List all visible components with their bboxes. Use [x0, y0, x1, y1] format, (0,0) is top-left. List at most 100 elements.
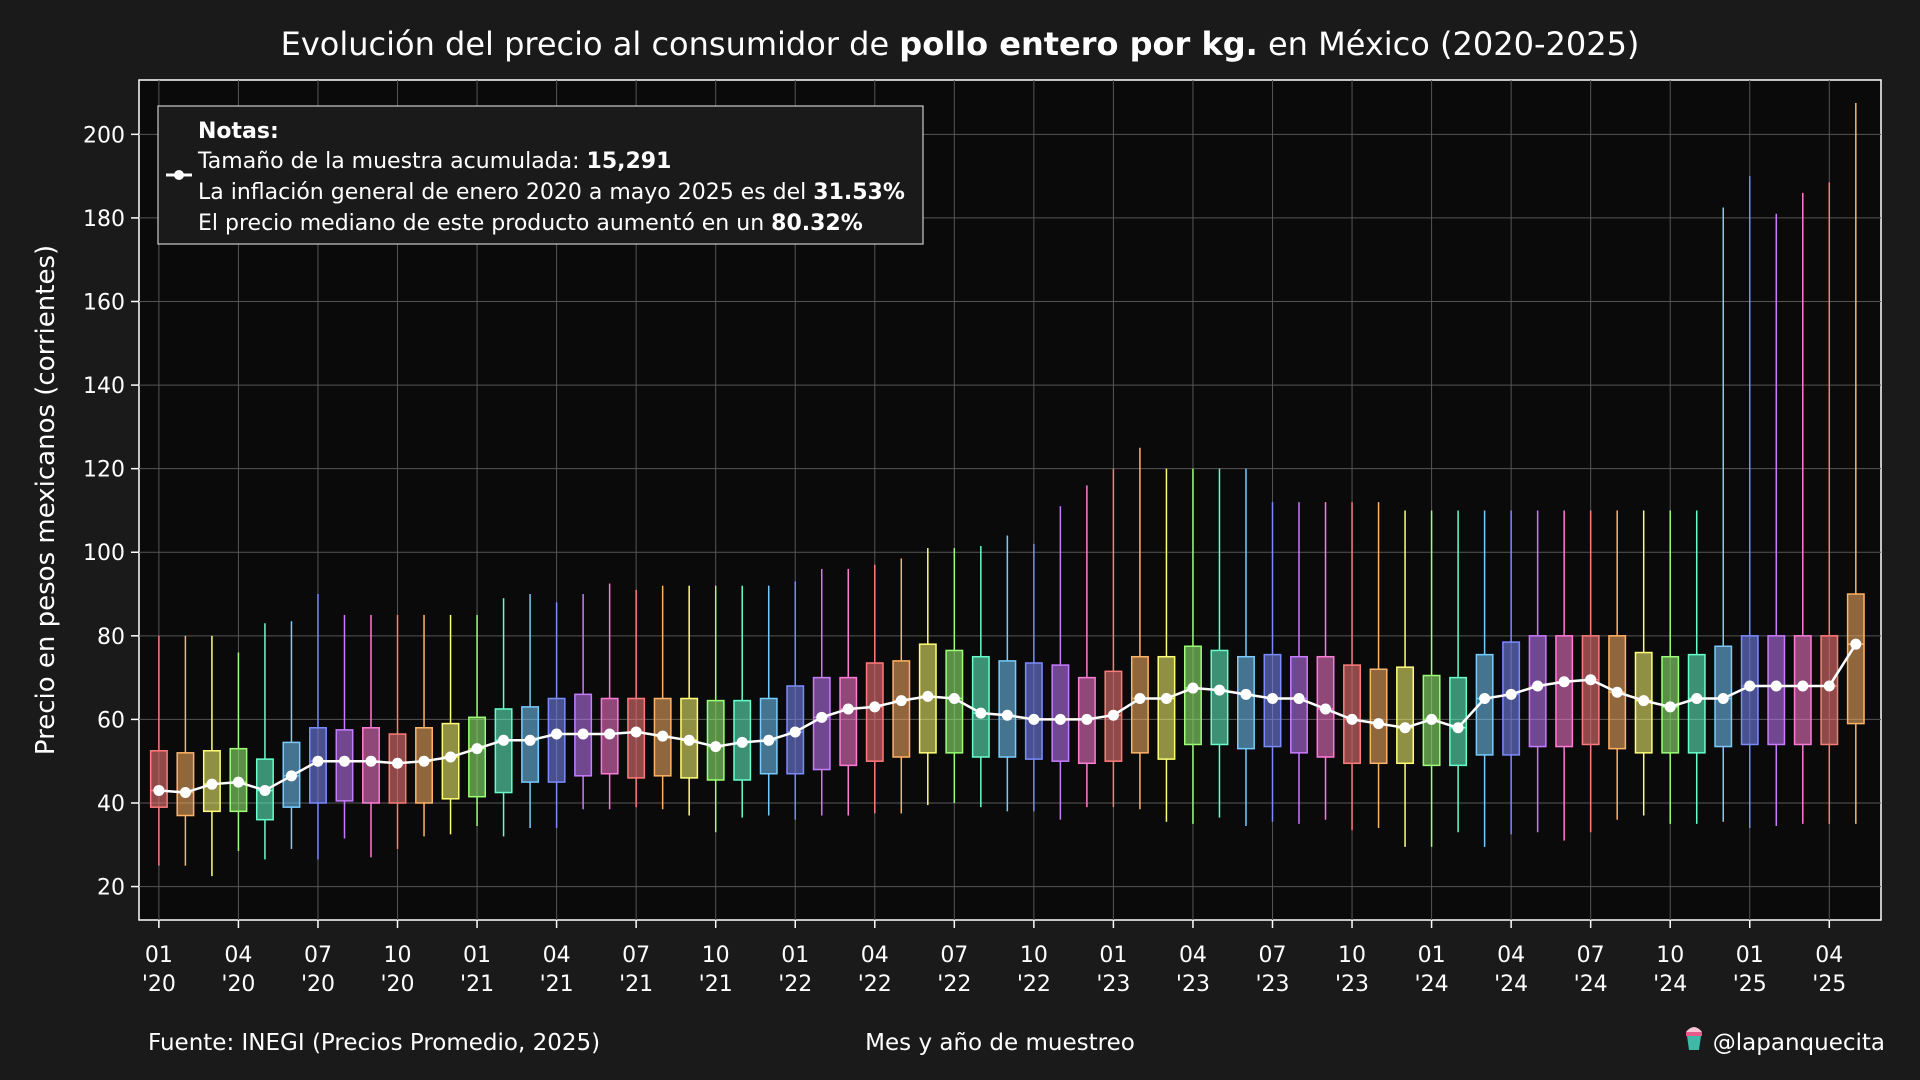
x-tick-label-month: 01 [1099, 943, 1127, 968]
x-tick-label-month: 01 [463, 943, 491, 968]
median-point [842, 703, 854, 715]
median-point [1054, 713, 1066, 725]
median-point [1664, 701, 1676, 713]
median-point [285, 770, 297, 782]
box-iqr [812, 676, 831, 771]
x-tick-label-month: 07 [1577, 943, 1605, 968]
y-tick-label: 20 [97, 876, 125, 901]
box-plot [1422, 510, 1441, 847]
median-point [551, 728, 563, 740]
median-point [1320, 703, 1332, 715]
x-tick-label-month: 10 [1338, 943, 1366, 968]
x-tick-label-year: '23 [1096, 972, 1130, 997]
legend-line-inflation: La inflación general de enero 2020 a may… [198, 180, 905, 205]
median-point [179, 787, 191, 799]
box-iqr [1449, 676, 1468, 767]
median-point [1426, 713, 1438, 725]
median-point [869, 701, 881, 713]
median-point [1081, 713, 1093, 725]
median-point [922, 690, 934, 702]
box-iqr [547, 697, 566, 783]
median-point [1452, 722, 1464, 734]
box-iqr [1581, 635, 1600, 746]
x-tick-label-year: '22 [1017, 972, 1051, 997]
median-point [1028, 713, 1040, 725]
median-point [1240, 688, 1252, 700]
x-tick-label-month: 04 [224, 943, 252, 968]
box-plot [1793, 192, 1812, 824]
box-iqr [892, 660, 911, 758]
median-point [1266, 693, 1278, 705]
median-point [498, 734, 510, 746]
x-axis-label: Mes y año de muestreo [865, 1030, 1135, 1056]
box-iqr [1210, 649, 1229, 746]
x-tick-label-month: 10 [384, 943, 412, 968]
median-point [789, 726, 801, 738]
x-tick-label-month: 10 [1656, 943, 1684, 968]
box-plot [1157, 468, 1176, 822]
median-point [1293, 693, 1305, 705]
box-iqr [1369, 668, 1388, 765]
x-tick-label-month: 04 [1815, 943, 1843, 968]
box-iqr [1396, 666, 1415, 765]
median-points [153, 638, 1862, 799]
median-point [1532, 680, 1544, 692]
median-point [683, 734, 695, 746]
box-plot [494, 598, 513, 837]
box-iqr [1475, 653, 1494, 756]
median-point [312, 755, 324, 767]
median-point [577, 728, 589, 740]
box-iqr [1051, 664, 1070, 762]
box-plot [176, 635, 195, 866]
box-iqr [149, 749, 168, 808]
x-tick-label-year: '20 [142, 972, 176, 997]
chart-title: Evolución del precio al consumidor de po… [281, 25, 1640, 63]
x-tick-label-year: '22 [778, 972, 812, 997]
median-point [975, 707, 987, 719]
box-plot [1555, 510, 1574, 841]
x-tick-label-year: '23 [1176, 972, 1210, 997]
median-point [1638, 695, 1650, 707]
median-point [1585, 674, 1597, 686]
median-point [1107, 709, 1119, 721]
box-plot [547, 602, 566, 829]
box-plot [627, 589, 646, 808]
median-point [445, 751, 457, 763]
box-plot [1581, 510, 1600, 833]
cupcake-icon [1686, 1027, 1702, 1050]
y-tick-label: 120 [83, 458, 125, 483]
x-tick-label-year: '25 [1733, 972, 1767, 997]
median-point [1213, 684, 1225, 696]
median-point [1558, 676, 1570, 688]
y-tick-label: 40 [97, 792, 125, 817]
median-point [816, 711, 828, 723]
x-tick-label-year: '24 [1494, 972, 1528, 997]
box-iqr [468, 716, 487, 798]
median-point [365, 755, 377, 767]
x-axis: 01 '20 04 '20 07 '20 10 '20 01 '21 04 '21 07 '21 10 '21… [142, 920, 1846, 997]
x-tick-label-month: 01 [1736, 943, 1764, 968]
x-tick-label-year: '20 [221, 972, 255, 997]
median-point [1346, 713, 1358, 725]
box-plot [1237, 468, 1255, 826]
box-iqr [494, 708, 513, 794]
median-point [630, 726, 642, 738]
x-tick-label-year: '23 [1255, 972, 1289, 997]
legend: Notas: Tamaño de la muestra acumulada: 1… [157, 105, 924, 245]
box-iqr [627, 697, 646, 779]
box-plot [892, 558, 911, 814]
x-tick-label-month: 04 [1497, 943, 1525, 968]
median-point [1823, 680, 1835, 692]
box-plot [1475, 510, 1494, 847]
median-point [206, 778, 218, 790]
x-tick-label-year: '22 [858, 972, 892, 997]
x-tick-label-month: 07 [622, 943, 650, 968]
median-point [763, 734, 775, 746]
x-tick-label-month: 04 [1179, 943, 1207, 968]
box-plot [706, 585, 725, 833]
x-tick-label-year: '24 [1653, 972, 1687, 997]
x-tick-label-year: '22 [937, 972, 971, 997]
box-iqr [1183, 645, 1202, 746]
median-point [232, 776, 244, 788]
